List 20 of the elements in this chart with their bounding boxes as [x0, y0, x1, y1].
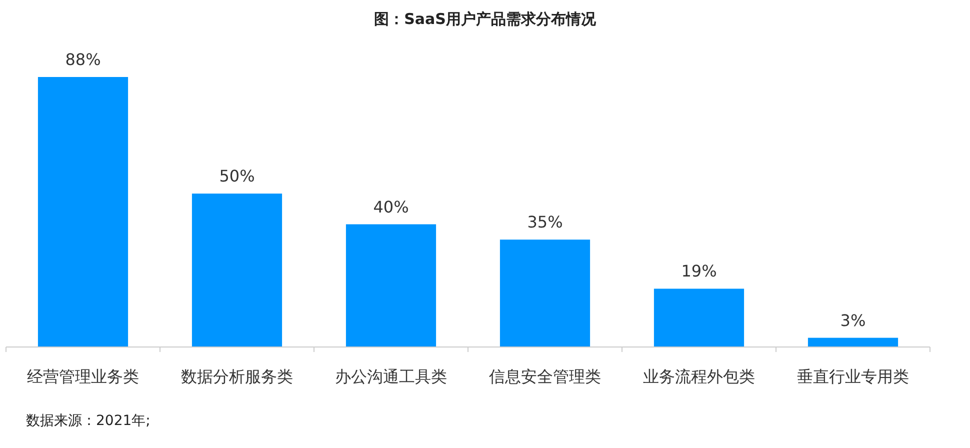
- x-tick-label: 办公沟通工具类: [335, 367, 447, 386]
- x-tick-label: 业务流程外包类: [643, 367, 755, 386]
- bar: [346, 224, 436, 347]
- bar: [38, 77, 128, 347]
- x-tick-label: 垂直行业专用类: [797, 367, 909, 386]
- bar: [500, 240, 590, 347]
- source-note: 数据来源：2021年;: [26, 413, 150, 429]
- x-tick-label: 信息安全管理类: [489, 367, 601, 386]
- x-tick-label: 经营管理业务类: [27, 367, 139, 386]
- data-label: 3%: [840, 310, 866, 330]
- data-label: 88%: [65, 50, 101, 69]
- bar: [192, 194, 282, 347]
- data-label: 40%: [373, 197, 409, 216]
- data-label: 50%: [219, 166, 255, 186]
- chart-title: 图：SaaS用户产品需求分布情况: [374, 10, 597, 28]
- x-tick-label: 数据分析服务类: [181, 367, 293, 386]
- data-label: 35%: [527, 212, 563, 232]
- data-label: 19%: [681, 262, 717, 281]
- bar: [654, 288, 744, 347]
- bar: [808, 338, 898, 347]
